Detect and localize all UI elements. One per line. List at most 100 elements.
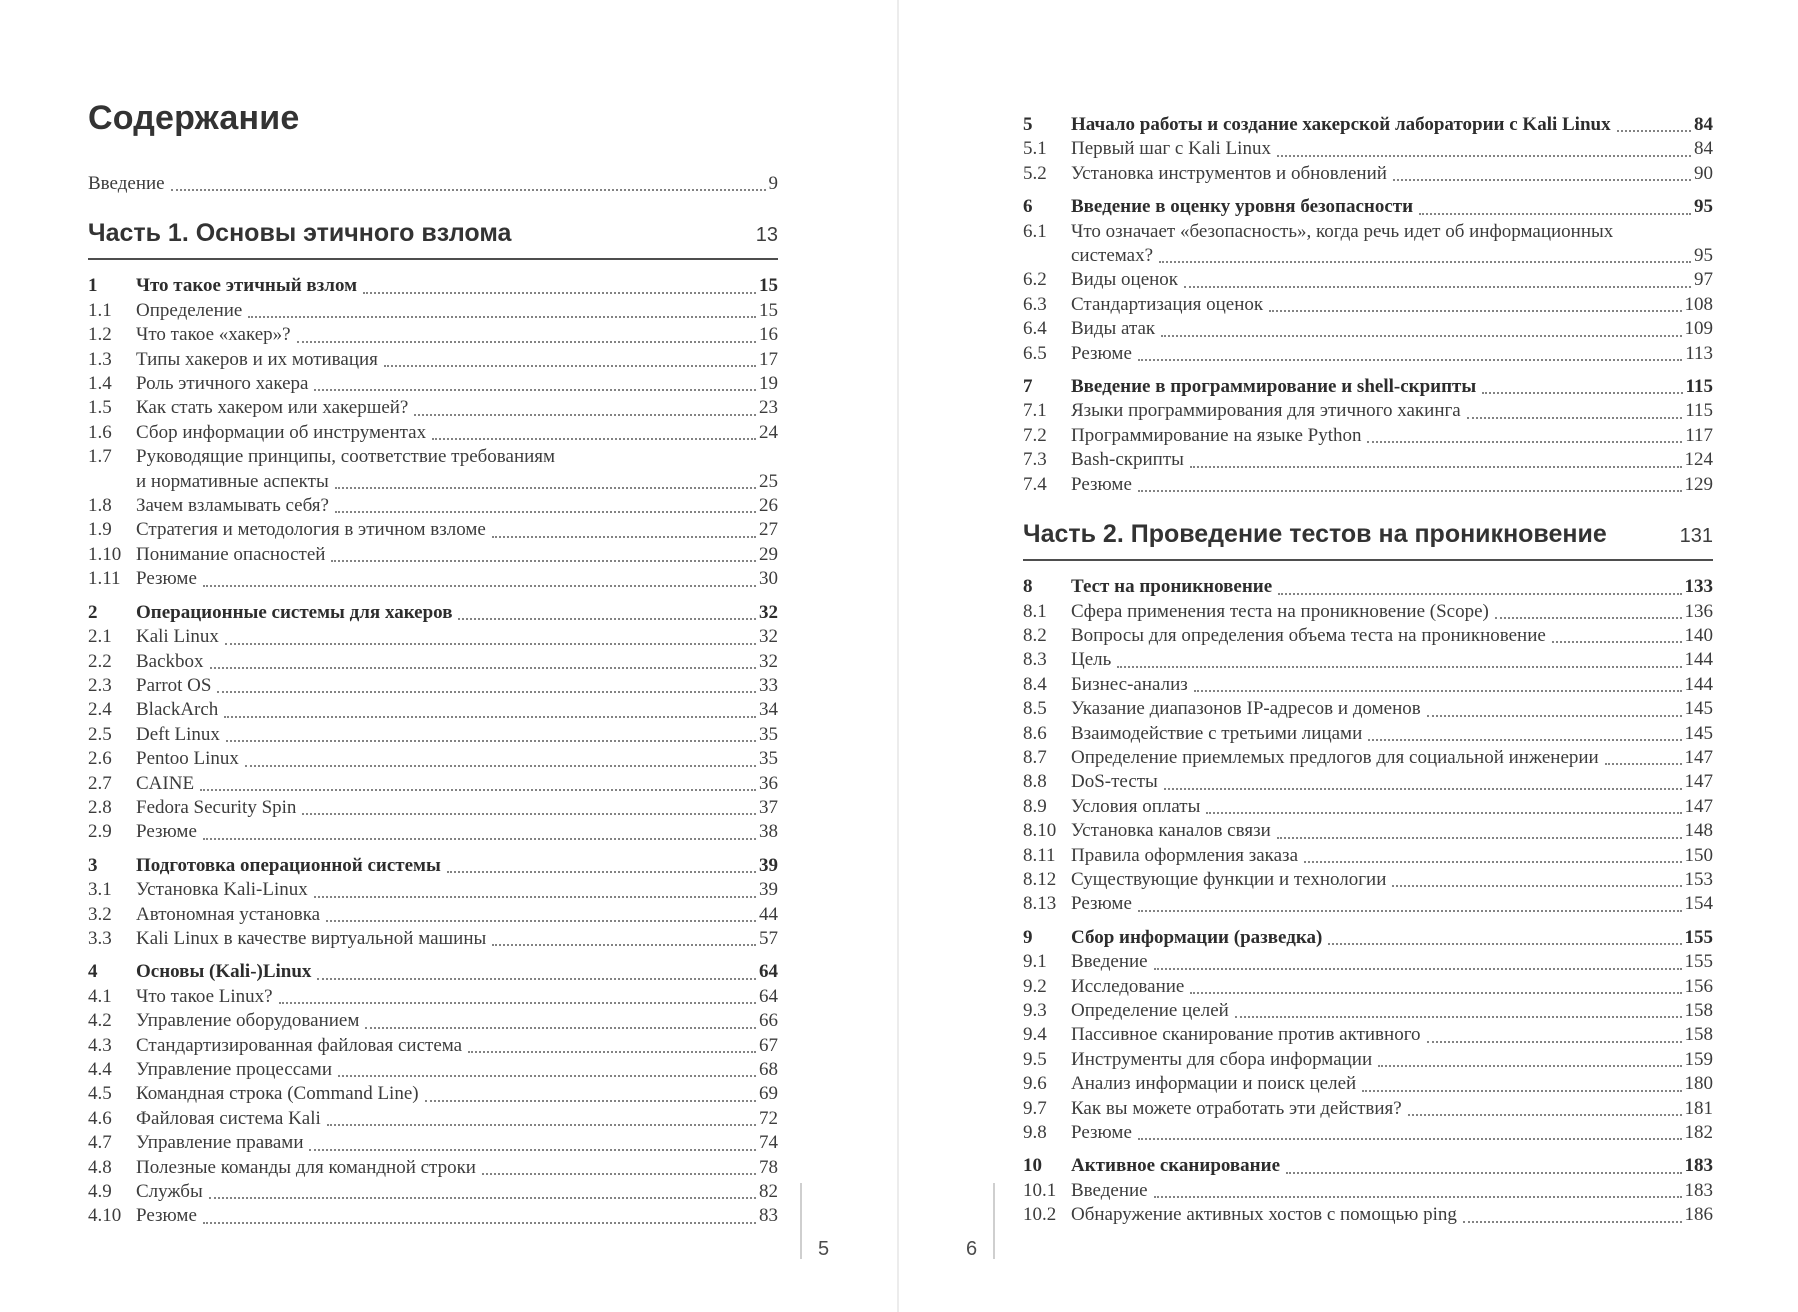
- toc-entry-row: 2.2 Backbox 32: [88, 650, 778, 674]
- dot-leader: [1234, 1016, 1682, 1019]
- toc-entry-label: Резюме: [1071, 342, 1132, 364]
- toc-entry-row: 1.3 Типы хакеров и их мотивация 17: [88, 348, 778, 372]
- toc-page-right: 5 Начало работы и создание хакерской лабо…: [1023, 113, 1713, 1228]
- part-heading: Часть 1. Основы этичного взлома 13: [88, 218, 778, 261]
- dot-leader: [1392, 179, 1691, 182]
- toc-entry-number: 10.1: [1023, 1179, 1057, 1201]
- dot-leader: [1137, 359, 1683, 362]
- toc-entry-label: Deft Linux: [136, 723, 220, 745]
- toc-entry-row: 8.13 Резюме 154: [1023, 892, 1713, 916]
- dot-leader: [1392, 885, 1682, 888]
- toc-entry-label: Parrot OS: [136, 674, 212, 696]
- toc-entry-number: 5.1: [1023, 138, 1047, 160]
- toc-entry-row: 6.4 Виды атак 109: [1023, 317, 1713, 341]
- dot-leader: [446, 871, 756, 874]
- toc-entry-label: Языки программирования для этичного хаки…: [1071, 400, 1461, 422]
- toc-entry-label: Вопросы для определения объема теста на …: [1071, 624, 1546, 646]
- toc-entry-label: Kali Linux: [136, 626, 219, 648]
- toc-entry-row: 8.7 Определение приемлемых предлогов для …: [1023, 746, 1713, 770]
- toc-entry-row: 1.6 Сбор информации об инструментах 24: [88, 421, 778, 445]
- toc-entry-label: Установка Kali-Linux: [136, 879, 308, 901]
- toc-entry-number: 8.9: [1023, 795, 1047, 817]
- toc-left-body: Введение 9 Часть 1. Основы этичного взлома…: [88, 172, 778, 1229]
- dot-leader: [414, 413, 756, 416]
- toc-entry-row: 8.5 Указание диапазонов IP-адресов и доме…: [1023, 697, 1713, 721]
- toc-entry-number: 8.5: [1023, 698, 1047, 720]
- toc-entry-number: 1.1: [88, 299, 112, 321]
- dot-leader: [458, 618, 756, 621]
- toc-entry-row: 9.2 Исследование 156: [1023, 975, 1713, 999]
- toc-entry-label: Резюме: [1071, 1122, 1132, 1144]
- left-page-footer: 5: [800, 1183, 829, 1259]
- dot-leader: [1137, 1138, 1682, 1141]
- part-title: Часть 2. Проведение тестов на проникнове…: [1023, 520, 1607, 549]
- toc-entry-number: 9.5: [1023, 1048, 1047, 1070]
- toc-entry-label: Виды атак: [1071, 318, 1156, 340]
- dot-leader: [481, 1173, 756, 1176]
- left-folio-number: 5: [818, 1238, 830, 1260]
- dot-leader: [278, 1002, 756, 1005]
- toc-entry-row: 4.6 Файловая система Kali 72: [88, 1107, 778, 1131]
- toc-entry-row: 2.1 Kali Linux 32: [88, 625, 778, 649]
- toc-entry-page: 9: [768, 173, 779, 194]
- toc-entry-row: 1.7 Руководящие принципы, соответствие тр…: [88, 445, 778, 469]
- toc-entry-label: Анализ информации и поиск целей: [1071, 1073, 1357, 1095]
- toc-entry-page: 117: [1685, 424, 1713, 446]
- toc-entry-page: 136: [1684, 600, 1714, 622]
- toc-entry-label: Понимание опасностей: [136, 543, 326, 565]
- toc-entry-label: Установка каналов связи: [1071, 820, 1271, 842]
- toc-entry-page: 159: [1684, 1048, 1714, 1070]
- dot-leader: [1276, 154, 1691, 157]
- toc-entry-row: 2.5 Deft Linux 35: [88, 723, 778, 747]
- toc-entry-number: 1.6: [88, 421, 112, 443]
- toc-entry-row: 1.2 Что такое «хакер»? 16: [88, 323, 778, 347]
- toc-entry-number: 1.11: [88, 568, 121, 590]
- toc-entry-number: 1.9: [88, 519, 112, 541]
- toc-entry-number: 2.6: [88, 748, 112, 770]
- toc-entry-page: 26: [759, 495, 778, 517]
- toc-entry-label: Как стать хакером или хакершей?: [136, 397, 409, 419]
- toc-entry-label: Резюме: [136, 1205, 197, 1227]
- dot-leader: [1378, 1065, 1682, 1068]
- toc-entry-number: 2.2: [88, 650, 112, 672]
- toc-entry-page: 144: [1684, 649, 1714, 671]
- dot-leader: [334, 487, 756, 490]
- toc-entry-label: DoS-тесты: [1071, 771, 1158, 793]
- toc-entry-page: 182: [1684, 1122, 1714, 1144]
- dot-leader: [1189, 465, 1682, 468]
- toc-entry-page: 90: [1694, 162, 1713, 184]
- toc-entry-number: 8.6: [1023, 722, 1047, 744]
- dot-leader: [1278, 592, 1682, 595]
- toc-entry-page: 147: [1684, 795, 1714, 817]
- toc-entry-number: 1.4: [88, 373, 112, 395]
- toc-entry-number: 8.2: [1023, 624, 1047, 646]
- toc-group: 3 Подготовка операционной системы 39 3.1 Уст…: [88, 854, 778, 952]
- toc-entry-label: Сбор информации об инструментах: [136, 421, 427, 443]
- toc-entry-number: 1.5: [88, 397, 112, 419]
- toc-group: 1 Что такое этичный взлом 15 1.1 Определение…: [88, 274, 778, 591]
- toc-entry-number: 3: [88, 854, 98, 876]
- toc-chapter-row: 8 Тест на проникновение 133: [1023, 575, 1713, 599]
- toc-entry-label: Роль этичного хакера: [136, 373, 309, 395]
- toc-entry-row: 4.2 Управление оборудованием 66: [88, 1009, 778, 1033]
- toc-entry-label: Руководящие принципы, соответствие требо…: [136, 446, 556, 468]
- toc-entry-page: 180: [1684, 1073, 1714, 1095]
- toc-entry-label: Файловая система Kali: [136, 1107, 321, 1129]
- toc-entry-number: 3.1: [88, 879, 112, 901]
- toc-entry-number: 8.3: [1023, 649, 1047, 671]
- toc-page-left: Содержание Введение 9 Часть 1. Основы этич…: [88, 100, 778, 1229]
- toc-entry-page: 115: [1685, 376, 1713, 398]
- toc-entry-label: Программирование на языке Python: [1071, 424, 1362, 446]
- toc-entry-row: 3.1 Установка Kali-Linux 39: [88, 878, 778, 902]
- toc-entry-row: 4.3 Стандартизированная файловая система 6…: [88, 1034, 778, 1058]
- toc-entry-page: 108: [1684, 293, 1714, 315]
- dot-leader: [1137, 909, 1682, 912]
- toc-entry-page: 140: [1684, 624, 1714, 646]
- toc-entry-page: 144: [1684, 673, 1714, 695]
- dot-leader: [224, 642, 756, 645]
- toc-entry-number: 7.2: [1023, 424, 1047, 446]
- toc-entry-row: 1.5 Как стать хакером или хакершей? 23: [88, 396, 778, 420]
- dot-leader: [202, 1221, 756, 1224]
- toc-entry-page: 23: [759, 397, 778, 419]
- toc-entry-page: 24: [759, 421, 778, 443]
